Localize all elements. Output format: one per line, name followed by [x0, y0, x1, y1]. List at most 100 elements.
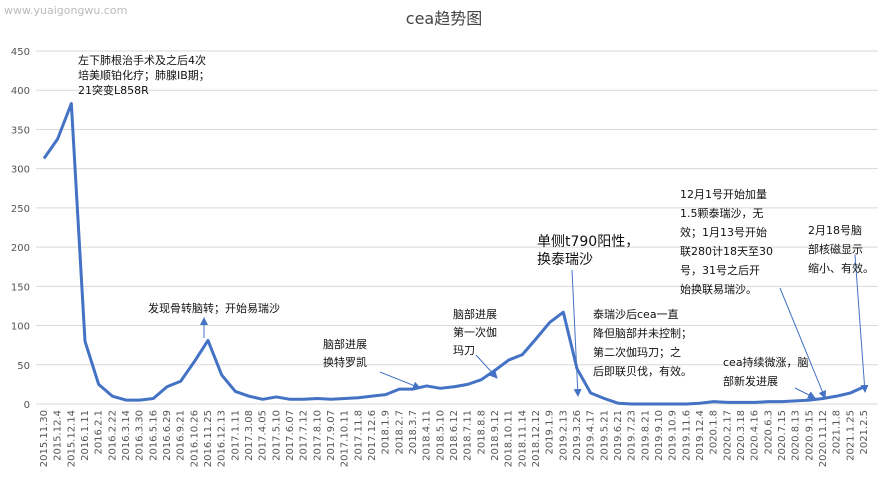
- x-tick-label: 2019.9.10: [654, 410, 665, 461]
- y-tick-label: 200: [11, 243, 30, 254]
- x-tick-label: 2016.9.21: [176, 410, 187, 461]
- x-tick-label: 2018.7.11: [463, 410, 474, 461]
- y-tick-label: 300: [11, 165, 30, 176]
- y-tick-label: 100: [11, 322, 30, 333]
- x-tick-label: 2018.4.11: [422, 410, 433, 461]
- x-tick-label: 2018.9.12: [490, 410, 501, 461]
- y-tick-label: 350: [11, 125, 30, 136]
- annotation: 缩小、有效。: [808, 261, 874, 275]
- y-tick-label: 400: [11, 86, 30, 97]
- x-tick-label: 2016.6.29: [162, 410, 173, 461]
- x-tick-label: 2016.11.25: [203, 410, 214, 467]
- annotation: 21突变L858R: [78, 83, 149, 97]
- annotation: 12月1号开始加量: [680, 187, 767, 201]
- annotation: 发现骨转脑转；开始易瑞沙: [148, 301, 280, 315]
- x-tick-label: 2015.11.30: [39, 410, 50, 467]
- annotation: 泰瑞沙后cea一直: [593, 307, 679, 321]
- annotation: 单侧t790阳性，: [537, 234, 639, 250]
- x-tick-label: 2017.5.10: [271, 410, 282, 461]
- x-tick-label: 2020.9.15: [804, 410, 815, 461]
- x-tick-label: 2015.12.14: [66, 410, 77, 467]
- annotation: 左下肺根治手术及之后4次: [78, 53, 206, 67]
- annotation: 后即联贝伐，有效。: [593, 364, 692, 378]
- annotation: 换特罗凯: [323, 355, 367, 369]
- x-tick-label: 2018.8.8: [476, 410, 487, 455]
- x-tick-label: 2016.3.30: [135, 410, 146, 461]
- annotation: 脑部进展: [453, 307, 497, 321]
- y-tick-label: 0: [24, 400, 30, 411]
- x-tick-label: 2018.5.10: [435, 410, 446, 461]
- annotation: 1.5颗泰瑞沙，无: [680, 206, 764, 220]
- x-tick-label: 2019.8.21: [640, 410, 651, 461]
- annotation: 降但脑部并未控制；: [593, 326, 692, 340]
- x-tick-label: 2020.8.13: [791, 410, 802, 461]
- annotation: 2月18号脑: [808, 224, 862, 237]
- annotation: 效；1月13号开始: [680, 225, 767, 239]
- x-tick-label: 2020.1.8: [709, 410, 720, 455]
- arrows: [200, 254, 869, 399]
- x-tick-label: 2018.2.7: [394, 410, 405, 455]
- x-tick-label: 2017.12.6: [367, 410, 378, 461]
- x-tick-label: 2021.2.5: [859, 410, 870, 455]
- x-tick-label: 2016.10.26: [189, 410, 200, 467]
- y-tick-label: 150: [11, 282, 30, 293]
- y-tick-label: 250: [11, 204, 30, 215]
- chart-title: cea趋势图: [406, 9, 482, 28]
- x-tick-label: 2016.5.16: [148, 410, 159, 461]
- annotation: 部核磁显示: [808, 242, 863, 256]
- x-tick-label: 2018.1.9: [381, 410, 392, 455]
- x-tick-label: 2018.10.11: [504, 410, 515, 467]
- x-tick-label: 2019.6.21: [613, 410, 624, 461]
- x-tick-label: 2019.3.26: [572, 410, 583, 461]
- annotation: 换泰瑞沙: [537, 251, 593, 268]
- x-tick-label: 2020.7.15: [777, 410, 788, 461]
- x-tick-label: 2017.6.07: [285, 410, 296, 461]
- x-tick-label: 2017.1.11: [230, 410, 241, 461]
- x-tick-label: 2018.6.12: [449, 410, 460, 461]
- annotation: cea持续微涨，脑: [723, 355, 809, 369]
- x-tick-label: 2017.11.8: [353, 410, 364, 461]
- x-tick-label: 2017.7.12: [299, 410, 310, 461]
- annotation: 玛刀: [453, 344, 475, 357]
- y-tick-label: 450: [11, 47, 30, 58]
- x-tick-label: 2017.10.11: [340, 410, 351, 467]
- annotation: 号，31号之后开: [680, 263, 760, 277]
- x-tick-label: 2020.4.16: [750, 410, 761, 461]
- y-tick-label: 50: [17, 361, 30, 372]
- x-tick-label: 2018.11.14: [517, 410, 528, 467]
- x-tick-label: 2017.8.10: [312, 410, 323, 461]
- annotation: 部新发进展: [723, 374, 778, 388]
- x-tick-label: 2016.1.11: [80, 410, 91, 461]
- x-tick-label: 2019.2.13: [558, 410, 569, 461]
- x-tick-label: 2020.3.18: [736, 410, 747, 461]
- data-line: [42, 102, 865, 406]
- x-tick-label: 2020.2.17: [722, 410, 733, 461]
- x-tick-label: 2017.9.07: [326, 410, 337, 461]
- x-tick-label: 2016.12.13: [217, 410, 228, 467]
- x-tick-label: 2015.12.4: [53, 410, 64, 461]
- x-tick-label: 2016.3.14: [121, 410, 132, 461]
- annotation: 培美顺铂化疗；肺腺IB期；: [78, 68, 210, 82]
- x-tick-label: 2019.10.9: [668, 410, 679, 461]
- x-tick-label: 2017.3.08: [244, 410, 255, 461]
- annotation: 始换联易瑞沙。: [680, 282, 757, 296]
- x-tick-label: 2019.1.9: [545, 410, 556, 455]
- x-tick-label: 2016.2.22: [107, 410, 118, 461]
- x-tick-label: 2019.11.6: [681, 410, 692, 461]
- watermark: www.yuaigongwu.com: [4, 4, 127, 17]
- x-tick-label: 2018.3.7: [408, 410, 419, 455]
- x-tick-label: 2019.5.21: [599, 410, 610, 461]
- annotation: 脑部进展: [323, 337, 367, 351]
- x-tick-label: 2020.11.12: [818, 410, 829, 467]
- annotation: 第二次伽玛刀；之: [593, 345, 681, 359]
- x-tick-label: 2019.7.23: [627, 410, 638, 461]
- x-tick-label: 2021.1.8: [832, 410, 843, 455]
- x-tick-label: 2016.2.1: [94, 410, 105, 455]
- x-tick-label: 2021.1.25: [845, 410, 856, 461]
- annotation: 联280计18天至30: [680, 245, 773, 258]
- x-tick-label: 2018.12.12: [531, 410, 542, 467]
- x-tick-label: 2019.4.17: [586, 410, 597, 461]
- x-tick-label: 2019.12.4: [695, 410, 706, 461]
